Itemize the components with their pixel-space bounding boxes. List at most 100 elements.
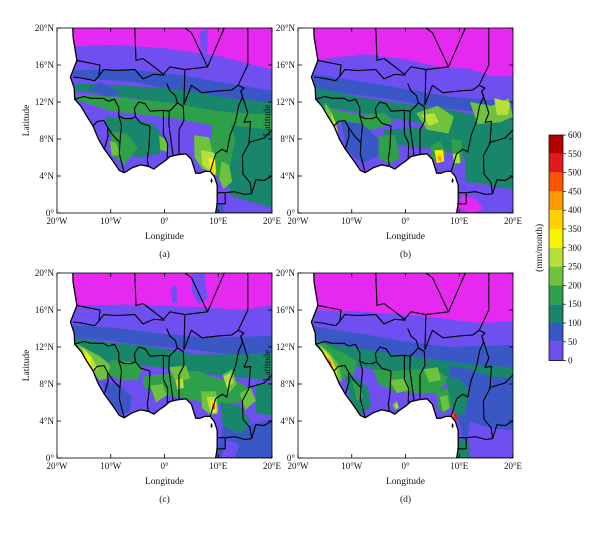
country-border (478, 329, 486, 337)
rainfall-contour (150, 384, 167, 403)
rainfall-contour (109, 140, 120, 156)
rainfall-contour (423, 367, 441, 383)
country-border (387, 125, 392, 167)
rainfall-contour (199, 28, 208, 56)
rainfall-contour (314, 326, 513, 370)
panels-layer: 20°W 10°W 0° 10°E 20°E 20°N 16°N 12°N 8°N 4°N 0° Lo… (22, 23, 523, 505)
colorbar-segment (549, 247, 563, 267)
rainfall-contour (223, 372, 234, 388)
rainfall-contour (72, 305, 272, 334)
rainfall-contour (239, 387, 256, 410)
country-border (348, 98, 361, 116)
country-border (478, 273, 490, 331)
x-tick-label: 10°E (209, 461, 228, 471)
colorbar-tick-label: 500 (568, 168, 582, 178)
country-border (247, 374, 272, 389)
map-field-clip (57, 273, 272, 458)
colorbar-tick-label: 600 (568, 130, 582, 140)
rainfall-contour (223, 125, 272, 208)
country-border (447, 28, 466, 68)
panel-caption: (d) (400, 494, 411, 505)
colorbar-tick-label: 400 (568, 205, 582, 215)
country-border (375, 28, 406, 76)
country-border (457, 437, 467, 450)
colorbar-segment (549, 191, 563, 211)
country-border (209, 335, 243, 417)
country-border (251, 420, 272, 439)
x-tick-label: 10°E (450, 216, 469, 226)
country-border (133, 328, 178, 362)
x-tick-label: 10°W (100, 216, 122, 226)
colorbar-tick-label: 250 (568, 262, 582, 272)
bioko-island (451, 422, 454, 429)
country-border (457, 192, 467, 205)
country-border (317, 304, 342, 322)
colorbar-tick-label: 0 (568, 356, 573, 366)
x-tick-label: 20°E (263, 216, 282, 226)
country-border (348, 343, 361, 361)
x-tick-label: 10°E (209, 216, 228, 226)
y-tick-label: 16°N (276, 60, 296, 70)
y-tick-label: 0° (46, 208, 55, 218)
x-tick-label: 10°E (450, 461, 469, 471)
country-border (424, 84, 480, 105)
country-border (206, 28, 225, 68)
rainfall-contour (221, 439, 240, 458)
country-border (424, 329, 480, 350)
map-panel-b: 20°W 10°W 0° 10°E 20°E 20°N 16°N 12°N 8°N 4°N 0° Lo… (263, 23, 523, 260)
y-tick-label: 12°N (35, 342, 55, 352)
country-border (209, 90, 243, 172)
rainfall-contour (494, 98, 511, 115)
country-border (409, 356, 415, 401)
panel-caption: (a) (159, 249, 170, 260)
colorbar: 600550500450400350300250200150100500(mm/… (534, 130, 582, 366)
country-border (333, 364, 350, 395)
x-tick-label: 0° (160, 461, 169, 471)
country-border (168, 356, 174, 401)
x-tick-label: 20°W (46, 216, 68, 226)
y-tick-label: 0° (46, 453, 55, 463)
rainfall-field (298, 28, 513, 213)
x-tick-label: 0° (401, 216, 410, 226)
x-tick-label: 20°W (46, 461, 68, 471)
y-tick-label: 12°N (276, 97, 296, 107)
rainfall-contour (89, 81, 122, 98)
colorbar-tick-label: 200 (568, 280, 582, 290)
rainfall-contour (313, 55, 513, 101)
country-border (375, 236, 378, 264)
country-border (314, 314, 406, 327)
country-border (177, 347, 185, 399)
country-border (492, 420, 513, 439)
country-border (240, 90, 253, 194)
country-border (162, 110, 171, 159)
x-tick-label: 20°E (504, 461, 523, 471)
y-tick-label: 8°N (39, 134, 54, 144)
country-border (348, 126, 366, 173)
country-border (162, 311, 186, 350)
country-border (314, 69, 406, 82)
country-border (333, 119, 350, 150)
country-border (92, 364, 109, 395)
x-tick-label: 0° (401, 461, 410, 471)
country-border (478, 28, 490, 86)
y-tick-label: 0° (287, 208, 296, 218)
country-border (387, 370, 392, 412)
country-border (118, 115, 151, 143)
panel-caption: (b) (400, 249, 411, 260)
y-tick-label: 12°N (276, 342, 296, 352)
country-border (374, 83, 419, 117)
country-border (492, 175, 513, 194)
bioko-island (210, 422, 213, 429)
y-tick-label: 4°N (280, 171, 295, 181)
country-border (76, 304, 101, 322)
country-border (403, 66, 427, 105)
rainfall-contour (319, 103, 395, 130)
y-tick-label: 20°N (35, 268, 55, 278)
rainfall-contour (410, 146, 435, 156)
country-border (146, 125, 151, 167)
y-tick-label: 8°N (280, 379, 295, 389)
x-tick-label: 10°W (100, 461, 122, 471)
colorbar-segment (549, 229, 563, 248)
x-tick-label: 20°W (287, 216, 309, 226)
